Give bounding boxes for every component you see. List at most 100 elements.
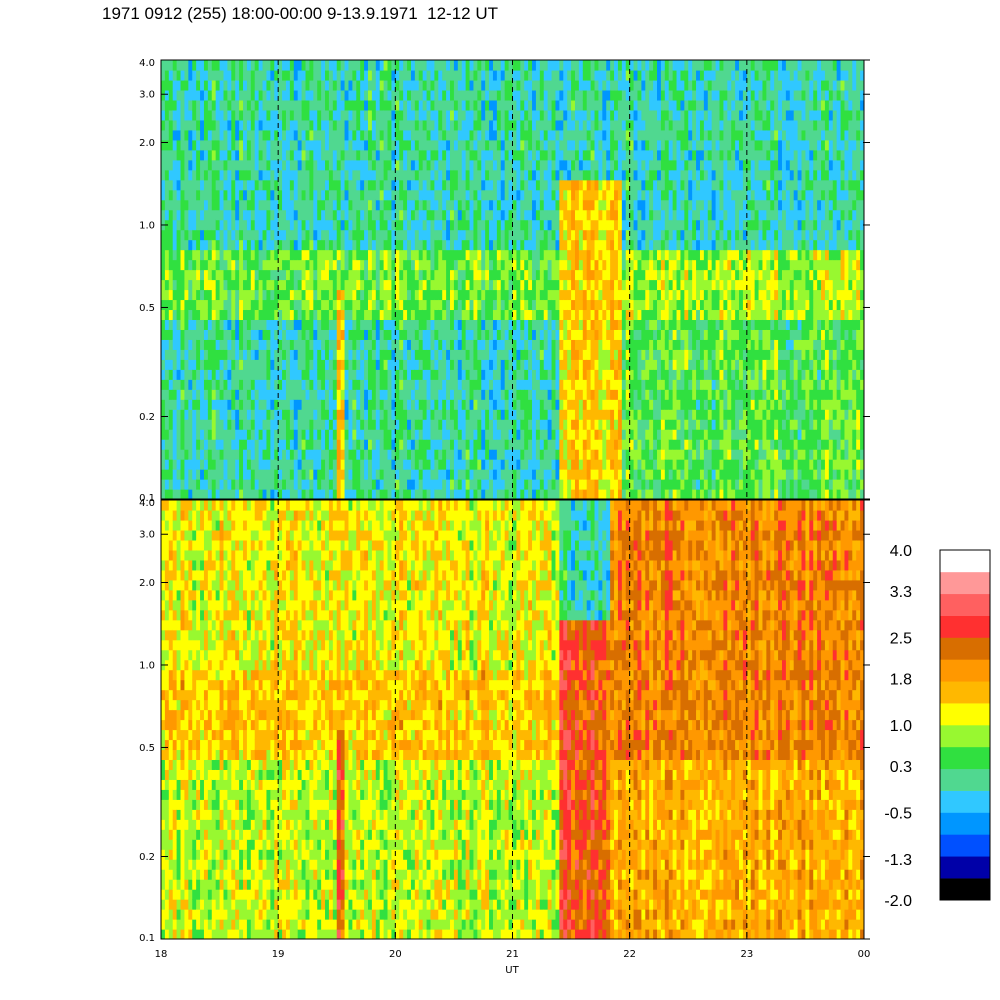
spectrogram-cell xyxy=(344,409,350,420)
spectrogram-cell xyxy=(200,139,205,151)
spectrogram-cell xyxy=(547,419,553,430)
spectrogram-cell xyxy=(563,60,568,71)
spectrogram-cell xyxy=(360,219,365,231)
spectrogram-cell xyxy=(223,89,228,101)
spectrogram-cell xyxy=(367,159,373,171)
spectrogram-cell xyxy=(551,309,557,321)
spectrogram-cell xyxy=(219,79,225,91)
spectrogram-cell xyxy=(317,349,322,360)
spectrogram-cell xyxy=(403,379,408,390)
spectrogram-cell xyxy=(426,189,432,201)
spectrogram-cell xyxy=(223,269,228,281)
spectrogram-cell xyxy=(348,79,353,91)
spectrogram-cell xyxy=(188,379,193,390)
spectrogram-cell xyxy=(231,189,236,201)
spectrogram-cell xyxy=(207,409,213,420)
spectrogram-cell xyxy=(500,389,506,400)
spectrogram-cell xyxy=(508,179,514,191)
spectrogram-cell xyxy=(586,389,592,400)
spectrogram-cell xyxy=(516,399,521,410)
spectrogram-cell xyxy=(239,349,244,360)
spectrogram-cell xyxy=(457,329,463,340)
spectrogram-cell xyxy=(481,339,486,350)
spectrogram-cell xyxy=(563,289,568,301)
spectrogram-cell xyxy=(391,299,396,311)
spectrogram-cell xyxy=(422,379,428,390)
spectrogram-cell xyxy=(164,199,170,211)
spectrogram-cell xyxy=(258,289,264,301)
spectrogram-cell xyxy=(539,60,545,71)
spectrogram-cell xyxy=(325,339,330,350)
spectrogram-cell xyxy=(559,289,564,301)
spectrogram-cell xyxy=(274,179,279,191)
spectrogram-cell xyxy=(586,229,592,241)
spectrogram-cell xyxy=(469,299,475,311)
spectrogram-cell xyxy=(535,449,541,460)
spectrogram-cell xyxy=(477,179,482,191)
spectrogram-cell xyxy=(278,219,283,231)
spectrogram-cell xyxy=(559,409,564,420)
spectrogram-cell xyxy=(348,339,353,350)
spectrogram-cell xyxy=(203,209,209,221)
spectrogram-cell xyxy=(313,389,318,400)
spectrogram-cell xyxy=(438,69,443,81)
spectrogram-cell xyxy=(500,379,506,390)
spectrogram-cell xyxy=(325,249,330,261)
spectrogram-cell xyxy=(446,399,451,410)
spectrogram-cell xyxy=(192,89,197,101)
spectrogram-cell xyxy=(270,439,275,450)
spectrogram-cell xyxy=(473,459,478,470)
spectrogram-cell xyxy=(563,109,568,121)
spectrogram-cell xyxy=(461,60,467,71)
spectrogram-cell xyxy=(285,99,291,111)
spectrogram-cell xyxy=(383,149,389,161)
spectrogram-cell xyxy=(250,139,256,151)
spectrogram-cell xyxy=(325,219,330,231)
spectrogram-cell xyxy=(418,69,424,81)
spectrogram-cell xyxy=(430,279,435,291)
spectrogram-cell xyxy=(383,289,389,301)
spectrogram-cell xyxy=(516,329,521,340)
spectrogram-cell xyxy=(274,319,279,330)
spectrogram-cell xyxy=(555,479,560,490)
spectrogram-cell xyxy=(578,299,584,311)
spectrogram-cell xyxy=(559,129,564,141)
spectrogram-cell xyxy=(391,169,396,181)
spectrogram-cell xyxy=(453,289,459,301)
spectrogram-cell xyxy=(161,89,166,101)
spectrogram-cell xyxy=(598,79,603,91)
spectrogram-cell xyxy=(594,359,600,370)
spectrogram-cell xyxy=(227,159,232,171)
spectrogram-cell xyxy=(571,199,576,211)
spectrogram-cell xyxy=(352,119,357,131)
spectrogram-cell xyxy=(328,79,334,91)
spectrogram-cell xyxy=(496,79,502,91)
spectrogram-cell xyxy=(563,169,568,181)
spectrogram-cell xyxy=(422,219,428,231)
spectrogram-cell xyxy=(266,129,271,141)
spectrogram-cell xyxy=(161,199,166,211)
spectrogram-cell xyxy=(516,79,521,91)
spectrogram-cell xyxy=(164,419,170,430)
spectrogram-cell xyxy=(309,469,314,480)
spectrogram-cell xyxy=(434,439,439,450)
spectrogram-cell xyxy=(203,379,209,390)
spectrogram-cell xyxy=(555,189,560,201)
spectrogram-cell xyxy=(282,419,287,430)
spectrogram-cell xyxy=(293,89,299,101)
spectrogram-cell xyxy=(309,219,314,231)
spectrogram-cell xyxy=(602,459,607,470)
spectrogram-cell xyxy=(301,229,307,241)
spectrogram-cell xyxy=(563,439,568,450)
spectrogram-cell xyxy=(340,169,346,181)
spectrogram-cell xyxy=(465,439,471,450)
spectrogram-cell xyxy=(203,249,209,261)
spectrogram-cell xyxy=(219,469,225,480)
spectrogram-cell xyxy=(539,409,545,420)
spectrogram-cell xyxy=(258,429,264,440)
spectrogram-cell xyxy=(239,89,244,101)
spectrogram-cell xyxy=(563,159,568,171)
spectrogram-cell xyxy=(453,339,459,350)
spectrogram-cell xyxy=(176,469,182,480)
spectrogram-cell xyxy=(559,60,564,71)
